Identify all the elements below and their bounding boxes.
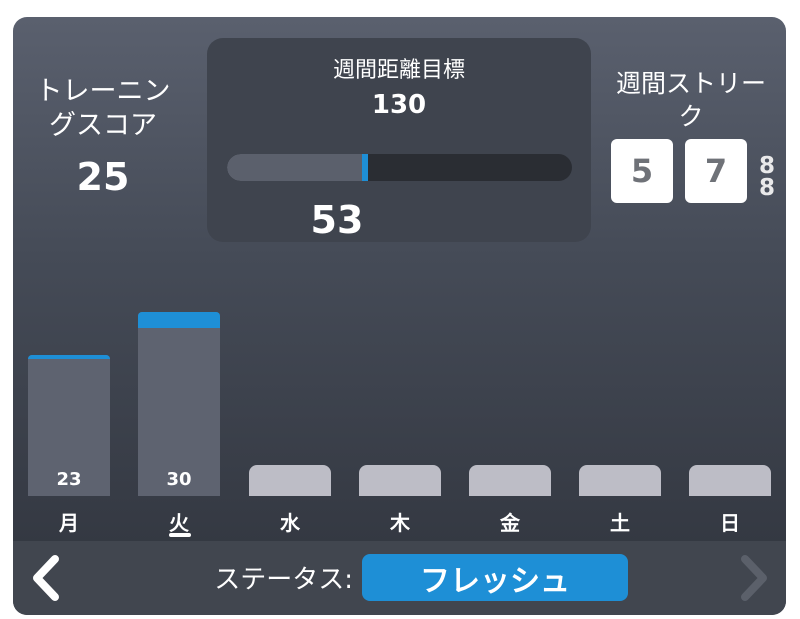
bar-value: 30 [166, 469, 192, 490]
bar-wed[interactable] [249, 465, 331, 496]
dashboard-card: トレーニングスコア 25 週間距離目標 130 53 週間ストリーク 5 7 8… [13, 17, 786, 615]
weekly-goal-progress-bar [227, 154, 572, 181]
bar-fri[interactable] [469, 465, 551, 496]
day-label-sat[interactable]: 土 [610, 511, 630, 535]
training-score-label: トレーニングスコア [35, 76, 171, 141]
bar-thu[interactable] [359, 465, 441, 496]
day-label-fri[interactable]: 金 [500, 511, 520, 535]
training-score-value: 25 [76, 155, 130, 199]
chevron-left-icon[interactable] [27, 553, 67, 603]
day-label-thu[interactable]: 木 [390, 511, 410, 535]
weekly-goal-progress-fill [227, 154, 368, 181]
day-label-mon[interactable]: 月 [59, 511, 79, 535]
weekly-goal-target: 130 [371, 90, 427, 120]
day-label-tue[interactable]: 火 [169, 511, 189, 535]
bar-sat[interactable] [579, 465, 661, 496]
status-label: ステータス: [214, 565, 353, 595]
day-label-sun[interactable]: 日 [720, 511, 740, 535]
selected-day-indicator [169, 533, 191, 537]
weekly-goal-current: 53 [310, 198, 364, 242]
day-label-wed[interactable]: 水 [280, 511, 300, 535]
bar-cap [138, 312, 220, 328]
bar-sun[interactable] [689, 465, 771, 496]
streak-rolling-digit-top: 8 [758, 153, 775, 179]
streak-digit: 7 [685, 139, 747, 203]
weekly-goal-panel: 週間距離目標 130 53 [207, 38, 591, 242]
weekly-streak-label: 週間ストリーク [615, 69, 766, 131]
status-badge: フレッシュ [362, 554, 628, 601]
bar-mon[interactable]: 23 [28, 355, 110, 496]
streak-rolling-digit-bottom: 8 [758, 175, 775, 201]
bar-value: 23 [56, 469, 82, 490]
bar-tue[interactable]: 30 [138, 312, 220, 496]
streak-rolling-digit: 8 8 [757, 155, 777, 201]
weekly-goal-title: 週間距離目標 [332, 58, 465, 83]
bar-cap [28, 355, 110, 359]
streak-digit: 5 [611, 139, 673, 203]
chevron-right-icon[interactable] [733, 553, 773, 603]
